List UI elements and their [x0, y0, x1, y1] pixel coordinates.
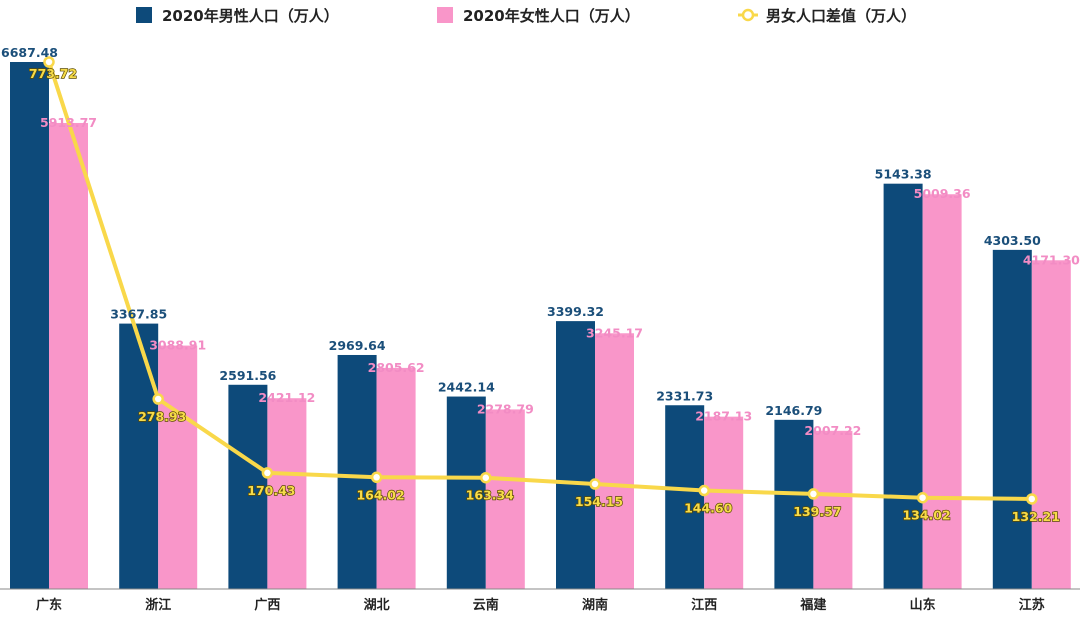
diff-label-10: 132.21 — [1012, 509, 1060, 524]
label-male-9: 5143.38 — [875, 167, 932, 182]
label-male-5: 2442.14 — [438, 380, 495, 395]
diff-label-6: 154.15 — [575, 494, 623, 509]
bar-value-labels: 6687.48 5913.77 3367.85 3088.91 2591.56 2421.… — [1, 45, 1080, 438]
label-male-1: 6687.48 — [1, 45, 58, 60]
bar-male-10 — [992, 249, 1032, 589]
bar-male-9 — [883, 183, 923, 589]
diff-label-3: 170.43 — [247, 483, 295, 498]
bar-female-1 — [49, 122, 88, 589]
category-label-8: 福建 — [799, 597, 826, 613]
diff-label-5: 163.34 — [466, 488, 515, 503]
legend-diff[interactable]: 男女人口差值（万人） — [738, 7, 916, 25]
bar-female-3 — [267, 398, 307, 589]
legend-diff-label: 男女人口差值（万人） — [766, 7, 916, 25]
category-label-10: 江苏 — [1019, 597, 1045, 613]
label-female-5: 2278.79 — [477, 401, 534, 416]
diff-line-series — [43, 56, 1038, 505]
diff-line — [47, 61, 1032, 501]
diff-point-6 — [589, 478, 601, 490]
bar-female-8 — [813, 430, 853, 589]
label-female-1: 5913.77 — [40, 115, 97, 130]
bar-female-6 — [595, 333, 634, 589]
bar-female-7 — [704, 416, 744, 589]
bars — [10, 62, 1071, 589]
diff-label-9: 134.02 — [902, 508, 950, 523]
label-male-3: 2591.56 — [219, 368, 276, 383]
category-label-6: 湖南 — [582, 597, 608, 613]
bar-male-1 — [10, 62, 49, 589]
diff-label-7: 144.60 — [684, 501, 733, 516]
legend-male-label: 2020年男性人口（万人） — [162, 7, 339, 25]
label-female-7: 2187.13 — [695, 409, 752, 424]
diff-point-1 — [43, 56, 55, 68]
bar-male-7 — [665, 405, 705, 589]
bar-female-5 — [485, 409, 525, 589]
category-label-1: 广东 — [36, 597, 62, 613]
category-label-2: 浙江 — [145, 597, 171, 613]
bar-male-4 — [337, 354, 377, 589]
label-male-6: 3399.32 — [547, 304, 604, 319]
diff-label-4: 164.02 — [356, 487, 404, 502]
diff-label-2: 278.93 — [138, 409, 186, 424]
legend: 2020年男性人口（万人） 2020年女性人口（万人） 男女人口差值（万人） — [136, 7, 916, 25]
category-label-4: 湖北 — [364, 598, 390, 613]
label-male-7: 2331.73 — [656, 388, 713, 403]
label-female-4: 2805.62 — [368, 360, 425, 375]
bar-female-9 — [922, 194, 962, 589]
diff-point-4 — [370, 471, 383, 484]
legend-female-label: 2020年女性人口（万人） — [463, 7, 640, 25]
bar-male-3 — [228, 384, 268, 589]
label-female-3: 2421.12 — [258, 390, 315, 405]
bar-male-8 — [774, 419, 814, 589]
label-female-10: 4171.30 — [1023, 252, 1080, 267]
bar-male-2 — [119, 323, 159, 589]
category-label-3: 广西 — [254, 597, 280, 613]
diff-point-8 — [807, 488, 820, 500]
diff-value-labels: 773.72 278.93 170.43 164.02 163.34 154.15 144.… — [28, 65, 1060, 524]
label-female-8: 2007.22 — [804, 423, 861, 438]
bar-female-10 — [1031, 260, 1071, 589]
label-female-9: 5009.36 — [914, 186, 971, 201]
legend-male[interactable]: 2020年男性人口（万人） — [136, 7, 339, 25]
label-male-4: 2969.64 — [329, 338, 386, 353]
bar-male-6 — [556, 321, 595, 589]
label-male-8: 2146.79 — [765, 403, 822, 418]
label-male-10: 4303.50 — [984, 233, 1041, 248]
diff-label-1: 773.72 — [29, 66, 77, 81]
bar-male-5 — [446, 396, 486, 589]
label-female-2: 3088.91 — [149, 338, 206, 353]
diff-point-2 — [152, 393, 164, 405]
legend-female-swatch — [437, 7, 453, 23]
diff-point-5 — [480, 471, 492, 484]
legend-male-swatch — [136, 7, 152, 23]
label-female-6: 3245.17 — [586, 325, 643, 340]
diff-point-10 — [1026, 493, 1038, 505]
category-labels: 广东 浙江 广西 湖北 云南 湖南 江西 福建 山东 江苏 — [36, 597, 1045, 613]
diff-label-8: 139.57 — [793, 504, 841, 519]
diff-point-7 — [698, 484, 710, 497]
category-label-9: 山东 — [910, 597, 936, 613]
bar-female-2 — [158, 345, 198, 589]
legend-diff-swatch-marker — [741, 8, 755, 22]
diff-point-3 — [261, 467, 274, 479]
category-label-7: 江西 — [691, 597, 717, 613]
diff-point-9 — [916, 491, 929, 504]
legend-female[interactable]: 2020年女性人口（万人） — [437, 7, 640, 25]
label-male-2: 3367.85 — [110, 307, 167, 322]
category-label-5: 云南 — [473, 597, 499, 613]
